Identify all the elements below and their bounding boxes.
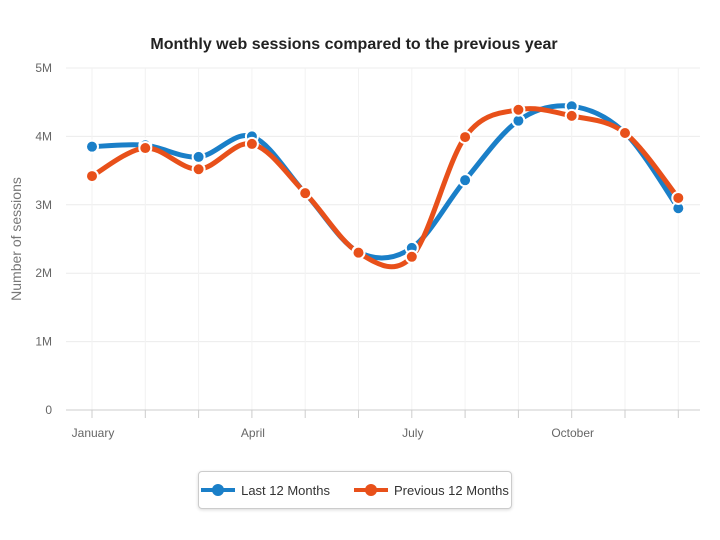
y-tick-label: 0 bbox=[45, 403, 52, 417]
data-point-1 bbox=[138, 141, 153, 156]
y-tick-label: 4M bbox=[35, 129, 52, 143]
legend-label: Last 12 Months bbox=[241, 482, 330, 498]
data-point-1 bbox=[244, 136, 259, 151]
x-tick-label: April bbox=[241, 426, 265, 440]
legend-item-previous-12-months[interactable]: Previous 12 Months bbox=[353, 482, 509, 498]
data-point-1 bbox=[671, 190, 686, 205]
y-tick-label: 3M bbox=[35, 198, 52, 212]
data-point-1 bbox=[351, 245, 366, 260]
y-axis-label: Number of sessions bbox=[8, 177, 24, 301]
data-point-0 bbox=[191, 149, 206, 164]
series-line-0 bbox=[91, 103, 681, 261]
y-tick-label: 5M bbox=[35, 61, 52, 75]
y-tick-label: 1M bbox=[35, 335, 52, 349]
x-tick-label: October bbox=[551, 426, 594, 440]
data-point-1 bbox=[564, 108, 579, 123]
x-tick-label: July bbox=[402, 426, 423, 440]
line-chart: Monthly web sessions compared to the pre… bbox=[8, 36, 700, 440]
data-point-1 bbox=[458, 130, 473, 145]
data-point-0 bbox=[85, 139, 99, 154]
legend-item-last-12-months[interactable]: Last 12 Months bbox=[201, 483, 330, 498]
chart-title: Monthly web sessions compared to the pre… bbox=[150, 36, 557, 53]
data-point-1 bbox=[511, 102, 526, 117]
data-point-1 bbox=[404, 249, 419, 264]
data-point-0 bbox=[458, 173, 473, 188]
data-point-1 bbox=[618, 125, 632, 140]
x-tick-label: January bbox=[72, 426, 115, 440]
legend-swatch-blue-icon bbox=[201, 484, 236, 496]
legend-label: Previous 12 Months bbox=[393, 482, 509, 498]
data-point-1 bbox=[191, 162, 206, 177]
legend-swatch-orange-icon bbox=[353, 484, 388, 496]
y-tick-label: 2M bbox=[35, 266, 52, 280]
data-point-1 bbox=[85, 169, 99, 184]
data-point-1 bbox=[298, 186, 313, 201]
series-line-1 bbox=[90, 106, 681, 270]
legend: Last 12 Months Previous 12 Months bbox=[198, 471, 512, 509]
